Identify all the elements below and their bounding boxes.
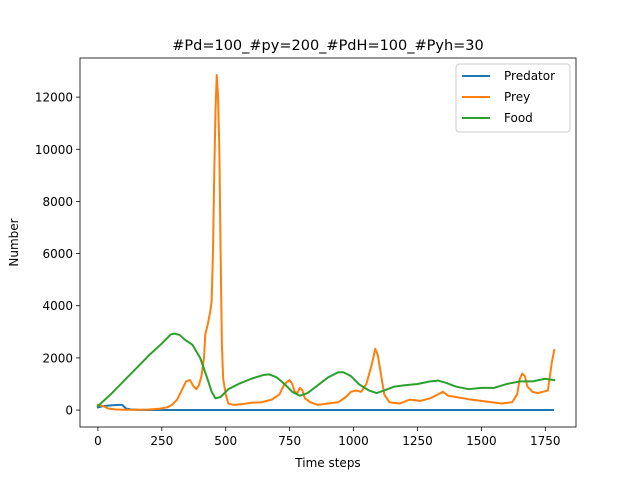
x-axis-label: Time steps <box>294 456 360 470</box>
legend-label-food: Food <box>504 111 533 125</box>
y-tick-label: 0 <box>65 404 73 418</box>
legend-box <box>455 63 571 133</box>
chart-title: #Pd=100_#py=200_#PdH=100_#Pyh=30 <box>172 38 484 54</box>
x-tick-label: 750 <box>278 434 301 448</box>
x-tick-label: 1750 <box>530 434 561 448</box>
y-tick-label: 10000 <box>35 143 73 157</box>
series-layer <box>96 73 556 412</box>
x-tick-label: 0 <box>94 434 102 448</box>
x-tick-label: 1250 <box>402 434 433 448</box>
y-axis-label: Number <box>7 218 21 266</box>
y-tick-label: 8000 <box>42 195 73 209</box>
x-tick-label: 500 <box>214 434 237 448</box>
legend-label-prey: Prey <box>504 90 530 104</box>
series-line-prey <box>96 73 556 411</box>
y-tick-label: 2000 <box>42 351 73 365</box>
y-tick-label: 12000 <box>35 91 73 105</box>
x-tick-label: 1000 <box>338 434 369 448</box>
x-axis: 0 250 500 750 1000 1250 1500 1750 <box>94 427 561 448</box>
legend: Predator Prey Food <box>455 63 571 133</box>
y-tick-label: 6000 <box>42 247 73 261</box>
legend-label-predator: Predator <box>504 69 555 83</box>
x-tick-label: 1500 <box>466 434 497 448</box>
x-tick-label: 250 <box>150 434 173 448</box>
series-line-food <box>96 332 556 408</box>
y-tick-label: 4000 <box>42 299 73 313</box>
y-axis: 0 2000 4000 6000 8000 10000 12000 <box>35 91 80 418</box>
plot-frame <box>79 57 577 428</box>
